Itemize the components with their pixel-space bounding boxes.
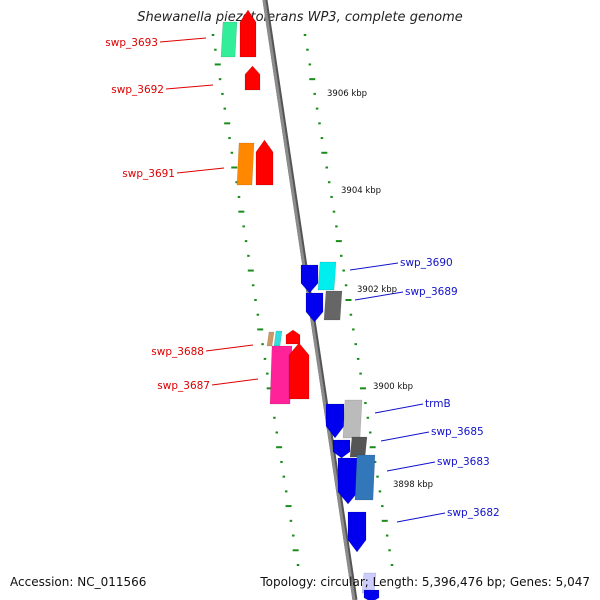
gene-swp-3685-arrow	[332, 439, 351, 459]
label-swp-3688-leader	[205, 344, 254, 352]
gene-swp-3688-block-a	[266, 331, 275, 347]
label-swp-3690-leader	[349, 262, 399, 271]
gene-swp-3687-arrow	[288, 342, 310, 400]
gene-features	[220, 9, 380, 600]
label-swp-3687-leader	[211, 378, 259, 386]
label-swp-3682-leader	[396, 512, 446, 523]
label-swp-3685: swp_3685	[431, 426, 484, 438]
gene-swp-3691-arrow	[255, 139, 274, 186]
gene-swp-3690-block	[317, 261, 337, 291]
gene-swp-3693-block	[220, 21, 238, 58]
gene-trmb-block	[342, 399, 363, 439]
scale-label: 3900 kbp	[373, 382, 413, 392]
accession-text: Accession: NC_011566	[10, 575, 147, 589]
scale-label: 3906 kbp	[327, 89, 367, 99]
gene-swp-3688-block-b	[273, 330, 283, 347]
label-trmb-leader	[374, 403, 424, 414]
label-swp-3689: swp_3689	[405, 286, 458, 298]
gene-swp-3685-block	[349, 436, 368, 458]
gene-swp-3691-block	[236, 142, 255, 186]
label-swp-3691-leader	[176, 167, 225, 174]
scale-label: 3898 kbp	[393, 480, 433, 490]
gene-swp-3693-arrow	[239, 9, 257, 58]
scale-label: 3904 kbp	[341, 186, 381, 196]
label-swp-3690: swp_3690	[400, 257, 453, 269]
label-swp-3693-leader	[159, 37, 207, 43]
gene-swp-3689-arrow	[305, 292, 324, 323]
genome-summary: Topology: circular; Length: 5,396,476 bp…	[260, 575, 590, 589]
label-swp-3693: swp_3693	[105, 37, 158, 49]
map-title: Shewanella piezotolerans WP3, complete g…	[137, 10, 463, 25]
label-swp-3682: swp_3682	[447, 507, 500, 519]
scale-label: 3902 kbp	[357, 285, 397, 295]
gene-trmb-arrow	[325, 403, 345, 439]
gene-swp-3687-block	[269, 345, 293, 405]
label-swp-3692-leader	[165, 84, 214, 90]
label-swp-3683-leader	[386, 461, 436, 472]
gene-swp-3683-block	[354, 454, 376, 501]
label-trmb: trmB	[425, 398, 451, 410]
label-swp-3687: swp_3687	[157, 380, 210, 392]
gene-swp-3688-arrow	[285, 329, 301, 345]
labels: swp_3693 swp_3692 swp_3691 swp_3688 swp_3687…	[105, 37, 500, 523]
gene-swp-3692-arrow	[244, 65, 261, 91]
label-swp-3685-leader	[380, 431, 430, 442]
label-swp-3691: swp_3691	[122, 168, 175, 180]
gene-swp-3682-arrow	[347, 511, 367, 553]
label-swp-3688: swp_3688	[151, 346, 204, 358]
gene-swp-3689-block	[323, 290, 343, 321]
gene-partial-arrow	[363, 589, 380, 600]
label-swp-3683: swp_3683	[437, 456, 490, 468]
gene-swp-3683-arrow	[337, 457, 359, 505]
label-swp-3689-leader	[354, 291, 404, 301]
gene-swp-3690-arrow	[300, 264, 319, 294]
label-swp-3692: swp_3692	[111, 84, 164, 96]
